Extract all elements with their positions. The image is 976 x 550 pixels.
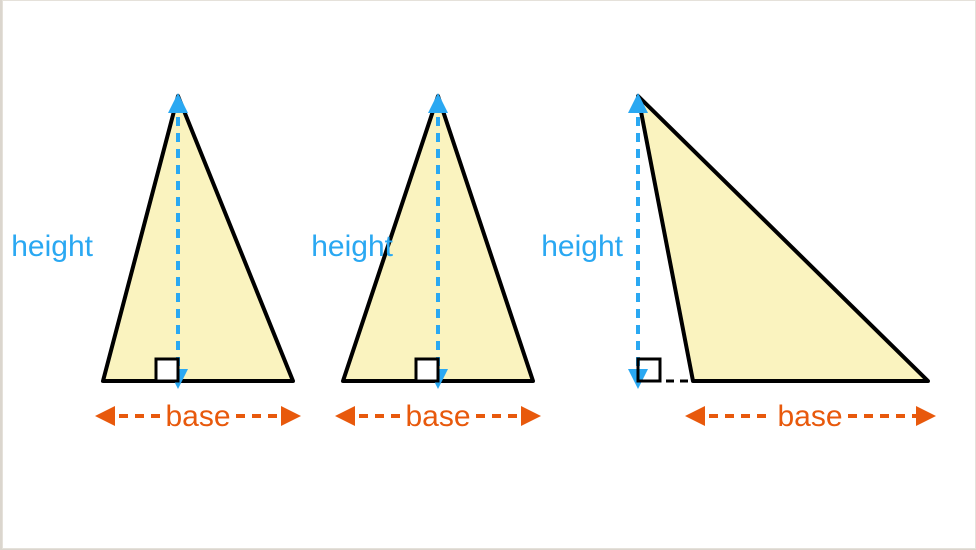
diagram-frame: height base height base height base	[2, 0, 976, 549]
triangle-shape	[638, 96, 928, 381]
base-label: base	[777, 400, 842, 433]
triangle-isoceles: height base	[311, 96, 533, 433]
right-angle-icon	[638, 359, 660, 381]
right-angle-icon	[416, 359, 438, 381]
height-label: height	[541, 230, 623, 263]
base-label: base	[165, 400, 230, 433]
triangle-obtuse: height base	[541, 96, 928, 433]
height-label: height	[311, 230, 393, 263]
right-angle-icon	[156, 359, 178, 381]
base-label: base	[405, 400, 470, 433]
height-label: height	[11, 230, 93, 263]
triangle-shape	[103, 96, 293, 381]
triangles-diagram: height base height base height base	[3, 1, 976, 550]
triangle-scalene: height base	[11, 96, 293, 433]
